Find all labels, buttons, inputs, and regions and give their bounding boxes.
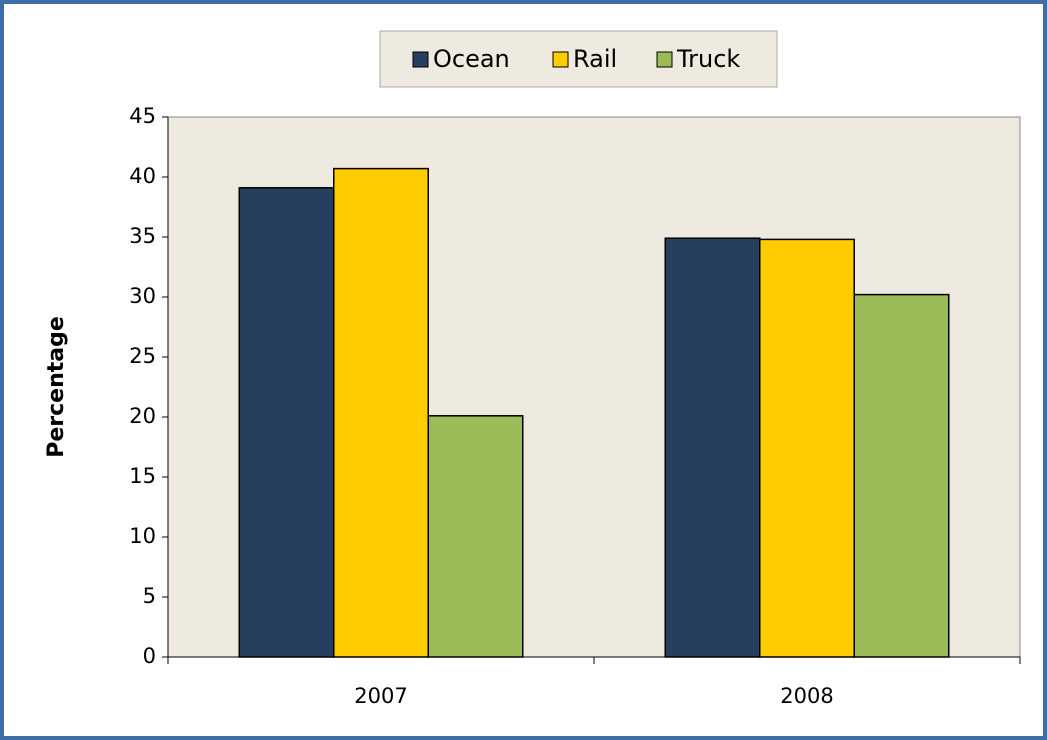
bar [427, 415, 524, 658]
legend-swatch [552, 51, 569, 68]
bar [333, 167, 429, 658]
legend-swatch [656, 51, 673, 68]
x-tick-label: 2008 [780, 684, 833, 708]
x-tick-label: 2007 [354, 684, 407, 708]
bar [759, 238, 855, 658]
y-tick-label: 25 [129, 344, 156, 368]
y-tick-label: 35 [129, 224, 156, 248]
y-tick-label: 0 [143, 644, 156, 668]
bar [853, 293, 950, 658]
y-tick-label: 30 [129, 284, 156, 308]
y-tick-label: 45 [129, 104, 156, 128]
y-tick-label: 5 [143, 584, 156, 608]
legend-label: Ocean [433, 45, 510, 73]
bar [238, 187, 335, 658]
legend-box [379, 30, 778, 88]
legend-swatch [412, 51, 429, 68]
legend-label: Truck [676, 45, 740, 73]
y-axis-label: Percentage [44, 316, 69, 458]
y-tick-label: 20 [129, 404, 156, 428]
legend: Ocean Rail Truck [379, 30, 778, 88]
y-tick-label: 15 [129, 464, 156, 488]
y-tick-label: 10 [129, 524, 156, 548]
bar [664, 237, 761, 658]
y-tick-label: 40 [129, 164, 156, 188]
legend-label: Rail [573, 45, 617, 73]
